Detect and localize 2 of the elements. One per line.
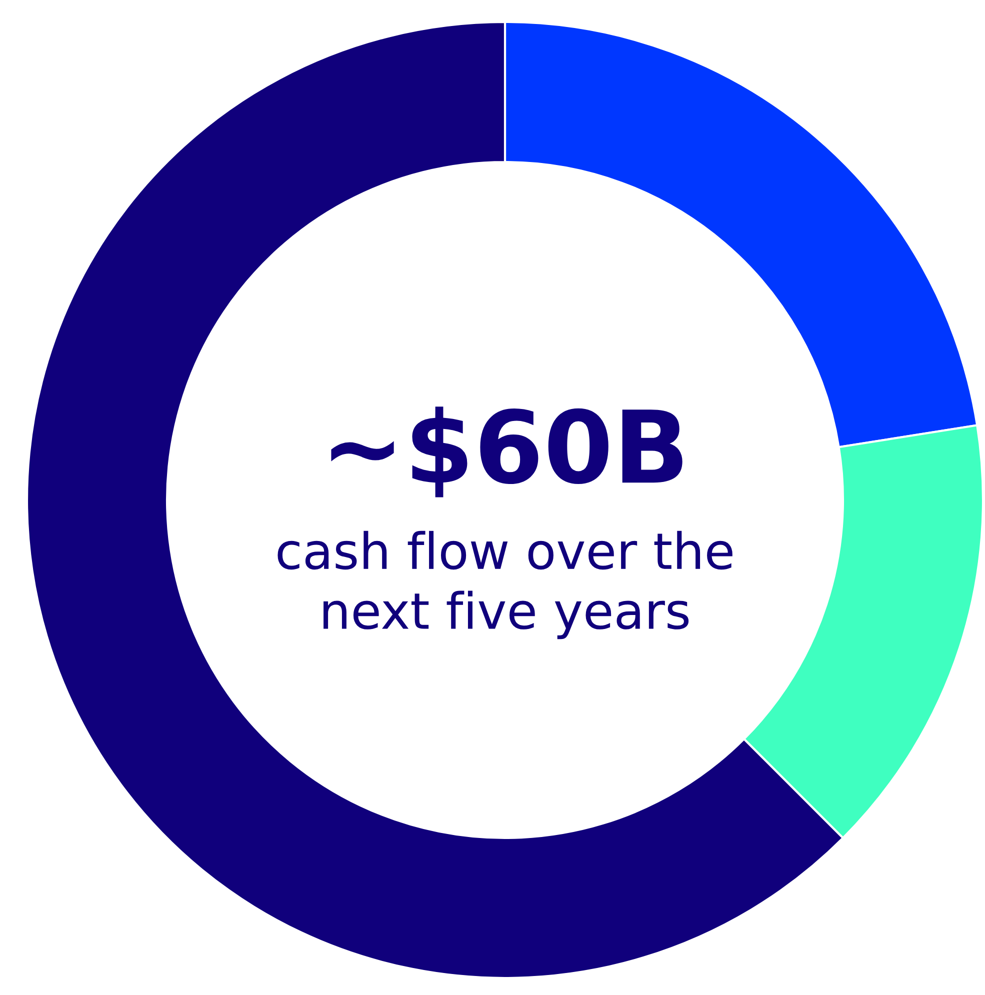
text: cash flow over the next five years: [278, 530, 732, 640]
text: ~$60B: [331, 406, 682, 498]
